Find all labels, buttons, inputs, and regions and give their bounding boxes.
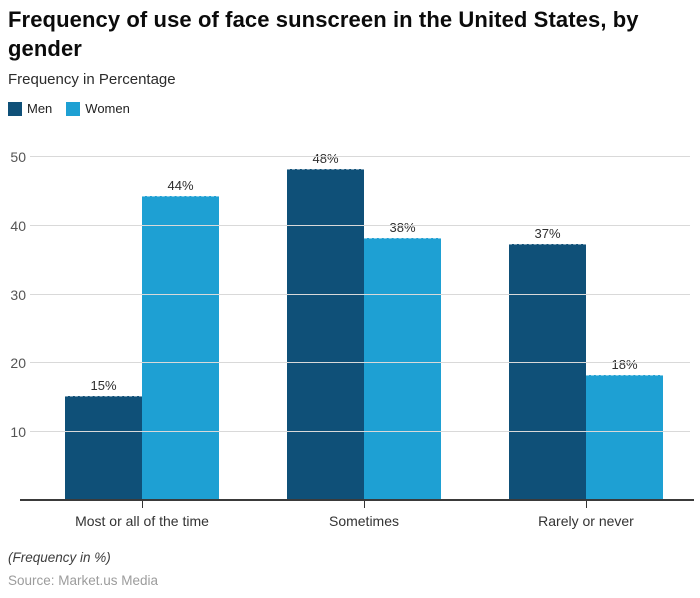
gridline-30 [30, 293, 690, 295]
source-credit: Source: Market.us Media [8, 573, 159, 588]
x-axis-tick [142, 501, 143, 508]
legend-swatch-icon [66, 101, 81, 116]
gridline-50 [30, 156, 690, 157]
x-axis-category-label-2: Sometimes [328, 513, 400, 529]
bar-value-label: 37% [534, 226, 561, 241]
legend-label: Women [85, 101, 130, 116]
plot-groups: 15% 44% Most or all of the time 48% 38% Somet… [31, 149, 697, 529]
bar-chart: 15% 44% Most or all of the time 48% 38% Somet… [0, 145, 700, 529]
legend-item-women[interactable]: Women [66, 101, 130, 116]
x-axis-tick [364, 501, 365, 508]
bar-value-label: 15% [90, 378, 117, 393]
bar-men-2[interactable]: 48% [287, 151, 364, 499]
x-axis-tick [586, 501, 587, 508]
y-axis-tick-label-10: 10 [10, 424, 26, 441]
bar-value-label: 44% [167, 178, 194, 193]
gridline-10 [30, 431, 690, 433]
gridline-40 [30, 224, 690, 226]
bar-women-3[interactable]: 18% [586, 357, 663, 499]
bar-value-label: 38% [389, 220, 416, 235]
x-axis-category-label-1: Most or all of the time [75, 513, 209, 529]
y-axis-tick-label-30: 30 [10, 286, 26, 303]
x-axis-line [20, 499, 694, 501]
bar-value-label: 18% [611, 357, 638, 372]
x-axis-category-label-3: Rarely or never [538, 513, 634, 529]
legend: Men Women [8, 101, 130, 116]
bar-men-3[interactable]: 37% [509, 226, 586, 499]
chart-subtitle: Frequency in Percentage [8, 71, 176, 88]
bar-women-1[interactable]: 44% [142, 178, 219, 499]
legend-swatch-icon [8, 101, 22, 116]
bar-group-1: 15% 44% Most or all of the time [31, 149, 253, 529]
legend-item-men[interactable]: Men [8, 101, 52, 116]
chart-footnote: (Frequency in %) [8, 550, 111, 565]
bar-group-2: 48% 38% Sometimes [253, 149, 475, 529]
bar-value-label: 48% [312, 151, 339, 166]
y-axis-tick-label-20: 20 [10, 355, 26, 372]
y-axis-tick-label-40: 40 [10, 217, 26, 234]
bar-group-3: 37% 18% Rarely or never [475, 149, 697, 529]
bar-women-2[interactable]: 38% [364, 220, 441, 499]
gridline-20 [30, 362, 690, 364]
legend-label: Men [27, 101, 53, 116]
bar-men-1[interactable]: 15% [65, 378, 142, 499]
y-axis-tick-label-50: 50 [10, 149, 26, 165]
page-title: Frequency of use of face sunscreen in th… [8, 7, 639, 62]
